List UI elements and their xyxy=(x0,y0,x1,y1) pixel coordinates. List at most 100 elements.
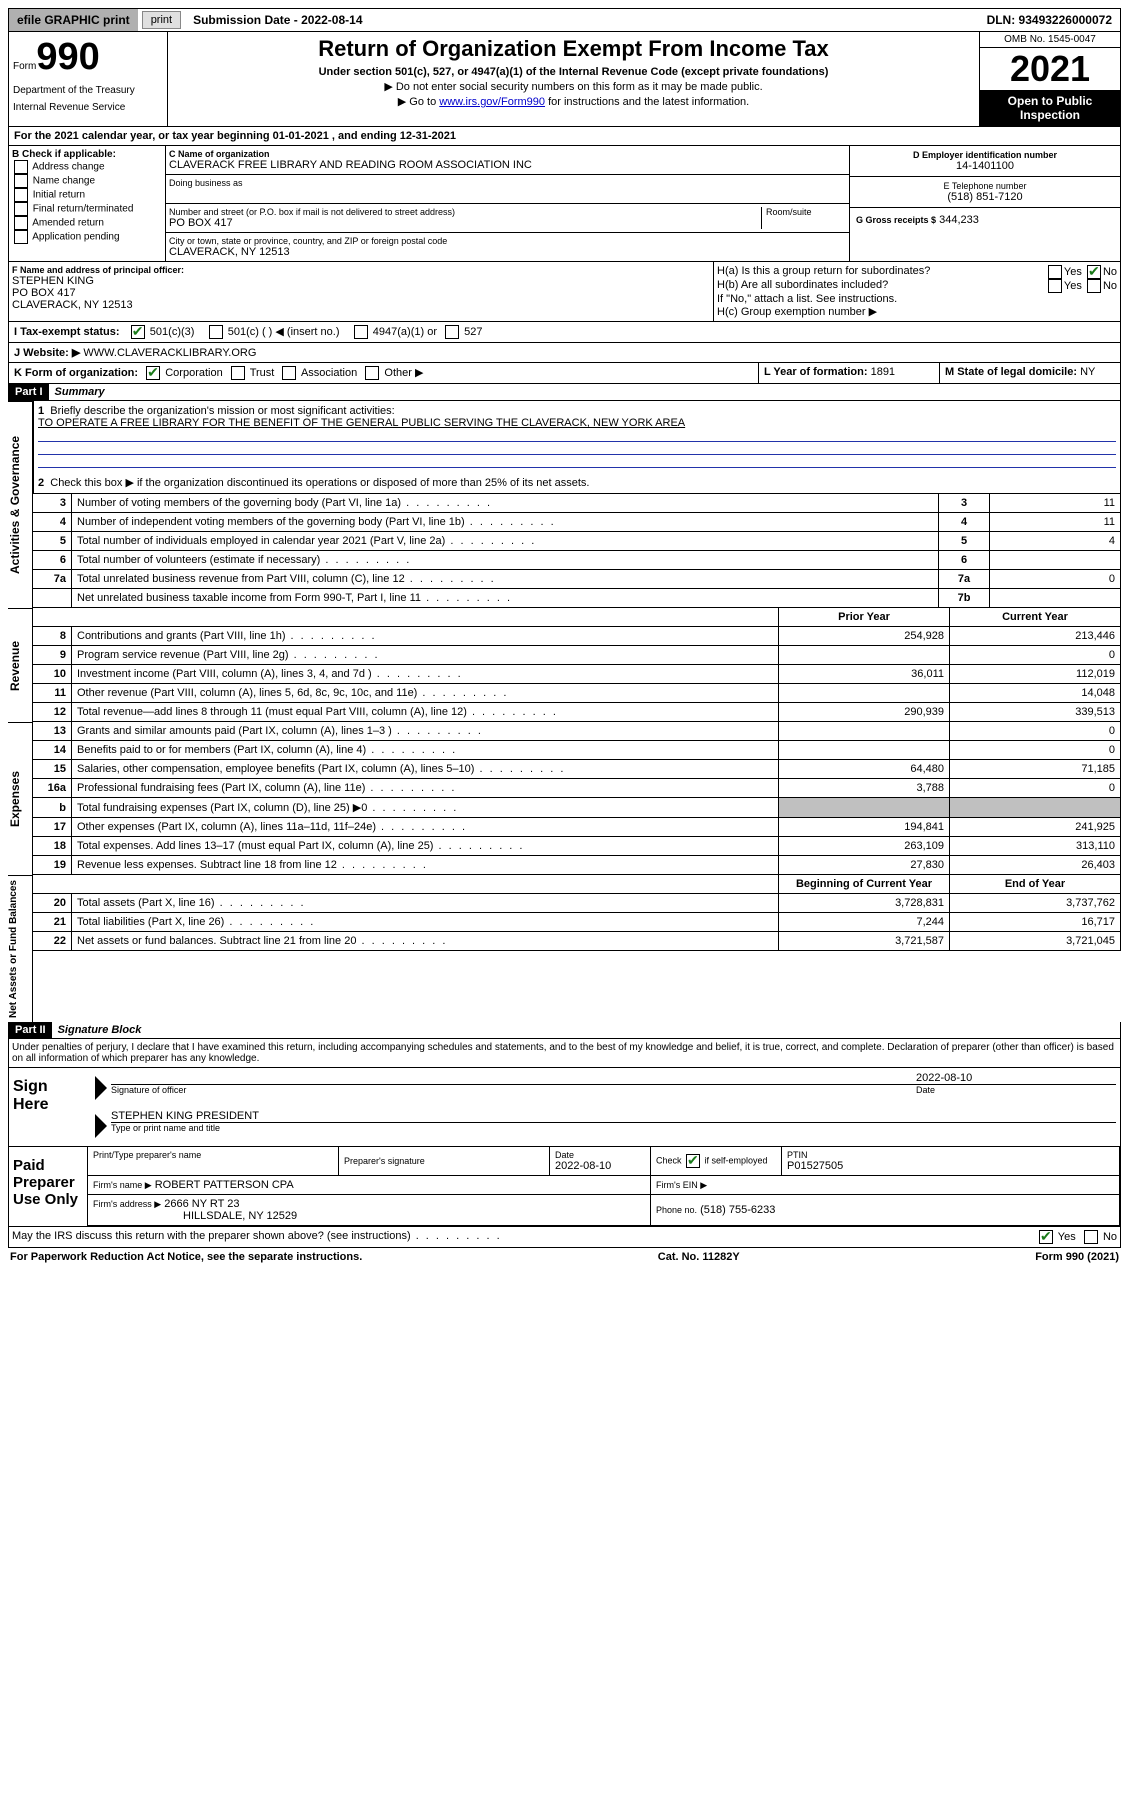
l1-text: Briefly describe the organization's miss… xyxy=(50,405,394,417)
officer-h-block: F Name and address of principal officer:… xyxy=(8,262,1121,322)
rev-header-table: Prior YearCurrent Year xyxy=(33,608,1121,627)
side-exp: Expenses xyxy=(8,722,33,875)
form-header: Form990 Department of the Treasury Inter… xyxy=(8,32,1121,127)
sign-here-block: Sign Here 2022-08-10 Signature of office… xyxy=(8,1068,1121,1147)
opt-address: Address change xyxy=(12,160,162,174)
sign-here: Sign Here xyxy=(9,1068,87,1146)
line-klm: K Form of organization: Corporation Trus… xyxy=(8,363,1121,384)
paid-preparer-block: Paid Preparer Use Only Print/Type prepar… xyxy=(8,1147,1121,1227)
box-c: C Name of organization CLAVERACK FREE LI… xyxy=(166,146,850,261)
part2-num: Part II xyxy=(9,1022,52,1038)
phone-val: (518) 851-7120 xyxy=(854,191,1116,203)
ha-label: H(a) Is this a group return for subordin… xyxy=(717,265,930,279)
hb-label: H(b) Are all subordinates included? xyxy=(717,279,888,293)
form-id-box: Form990 Department of the Treasury Inter… xyxy=(9,32,168,126)
opt-final: Final return/terminated xyxy=(12,202,162,216)
sig-officer-label: Signature of officer xyxy=(111,1085,916,1095)
opt-name: Name change xyxy=(12,174,162,188)
city-label: City or town, state or province, country… xyxy=(169,236,846,246)
omb-label: OMB No. 1545-0047 xyxy=(980,32,1120,48)
irs-label: Internal Revenue Service xyxy=(13,102,163,113)
dept-label: Department of the Treasury xyxy=(13,85,163,96)
line-a: For the 2021 calendar year, or tax year … xyxy=(8,127,1121,146)
m-val: NY xyxy=(1080,366,1095,378)
org-name: CLAVERACK FREE LIBRARY AND READING ROOM … xyxy=(169,159,846,171)
hc-label: H(c) Group exemption number ▶ xyxy=(717,305,1117,318)
opt-amended: Amended return xyxy=(12,216,162,230)
dln-label: DLN: 93493226000072 xyxy=(979,9,1120,31)
summary-block: Activities & Governance 1 Briefly descri… xyxy=(8,401,1121,608)
ein-label: D Employer identification number xyxy=(854,150,1116,160)
l-val: 1891 xyxy=(871,366,895,378)
org-info-block: B Check if applicable: Address change Na… xyxy=(8,146,1121,262)
tax-year: 2021 xyxy=(980,48,1120,90)
dba-label: Doing business as xyxy=(169,178,846,188)
part1-header: Part I Summary xyxy=(8,384,1121,401)
note-link: ▶ Go to www.irs.gov/Form990 for instruct… xyxy=(172,95,975,108)
j-label: J Website: ▶ xyxy=(14,347,80,359)
irs-link[interactable]: www.irs.gov/Form990 xyxy=(439,96,545,108)
year-box: OMB No. 1545-0047 2021 Open to Public In… xyxy=(979,32,1120,126)
note-ssn: ▶ Do not enter social security numbers o… xyxy=(172,80,975,93)
street-val: PO BOX 417 xyxy=(169,217,761,229)
box-f: F Name and address of principal officer:… xyxy=(9,262,714,321)
phone-label: E Telephone number xyxy=(854,181,1116,191)
col-begin: Beginning of Current Year xyxy=(779,875,950,894)
part2-title: Signature Block xyxy=(52,1024,142,1036)
opt-pending: Application pending xyxy=(12,230,162,244)
l-label: L Year of formation: xyxy=(764,366,868,378)
footer-right: Form 990 (2021) xyxy=(1035,1251,1119,1263)
part2-header: Part II Signature Block xyxy=(8,1022,1121,1039)
officer-printed: STEPHEN KING PRESIDENT xyxy=(111,1110,1116,1123)
side-net: Net Assets or Fund Balances xyxy=(8,875,33,1022)
officer-street: PO BOX 417 xyxy=(12,287,710,299)
arrow-icon xyxy=(95,1076,107,1100)
exp-table: 13Grants and similar amounts paid (Part … xyxy=(33,722,1121,875)
chk-501c3[interactable] xyxy=(131,325,145,339)
gross-val: 344,233 xyxy=(939,214,979,226)
footer-mid: Cat. No. 11282Y xyxy=(658,1251,740,1263)
ein-val: 14-1401100 xyxy=(854,160,1116,172)
preparer-table: Print/Type preparer's name Preparer's si… xyxy=(87,1147,1120,1226)
side-gov: Activities & Governance xyxy=(8,401,33,608)
city-val: CLAVERACK, NY 12513 xyxy=(169,246,846,258)
col-end: End of Year xyxy=(950,875,1121,894)
expense-block: Expenses 13Grants and similar amounts pa… xyxy=(8,722,1121,875)
col-current: Current Year xyxy=(950,608,1121,627)
l2-text: Check this box ▶ if the organization dis… xyxy=(50,477,589,489)
may-discuss: May the IRS discuss this return with the… xyxy=(8,1227,1121,1248)
rev-table: 8Contributions and grants (Part VIII, li… xyxy=(33,627,1121,722)
net-header-table: Beginning of Current YearEnd of Year xyxy=(33,875,1121,894)
open-public: Open to Public Inspection xyxy=(980,90,1120,126)
hb-note: If "No," attach a list. See instructions… xyxy=(717,293,1117,305)
box-b: B Check if applicable: Address change Na… xyxy=(9,146,166,261)
gov-table: 3Number of voting members of the governi… xyxy=(33,494,1121,608)
right-info: D Employer identification number 14-1401… xyxy=(850,146,1120,261)
sig-date-label: Date xyxy=(916,1085,1116,1095)
officer-city: CLAVERACK, NY 12513 xyxy=(12,299,710,311)
part1-title: Summary xyxy=(49,386,105,398)
arrow-icon xyxy=(95,1114,107,1138)
officer-name: STEPHEN KING xyxy=(12,275,710,287)
officer-label: F Name and address of principal officer: xyxy=(12,265,710,275)
net-block: Net Assets or Fund Balances Beginning of… xyxy=(8,875,1121,1022)
form-word: Form xyxy=(13,61,36,72)
print-button[interactable]: print xyxy=(142,11,181,29)
sig-date-val: 2022-08-10 xyxy=(916,1072,1116,1084)
submission-date: Submission Date - 2022-08-14 xyxy=(185,9,370,31)
efile-label: efile GRAPHIC print xyxy=(9,9,138,31)
room-label: Room/suite xyxy=(766,207,846,217)
street-label: Number and street (or P.O. box if mail i… xyxy=(169,207,761,217)
footer-left: For Paperwork Reduction Act Notice, see … xyxy=(10,1251,362,1263)
revenue-block: Revenue Prior YearCurrent Year 8Contribu… xyxy=(8,608,1121,722)
col-prior: Prior Year xyxy=(779,608,950,627)
line-a-text: For the 2021 calendar year, or tax year … xyxy=(9,127,1120,145)
net-table: 20Total assets (Part X, line 16)3,728,83… xyxy=(33,894,1121,951)
declaration: Under penalties of perjury, I declare th… xyxy=(8,1039,1121,1068)
i-label: I Tax-exempt status: xyxy=(14,326,120,338)
website-val: WWW.CLAVERACKLIBRARY.ORG xyxy=(83,347,256,359)
gross-label: G Gross receipts $ xyxy=(856,215,936,225)
line-i: I Tax-exempt status: 501(c)(3) 501(c) ( … xyxy=(8,322,1121,343)
form-title: Return of Organization Exempt From Incom… xyxy=(172,36,975,62)
line-j: J Website: ▶ WWW.CLAVERACKLIBRARY.ORG xyxy=(8,343,1121,363)
